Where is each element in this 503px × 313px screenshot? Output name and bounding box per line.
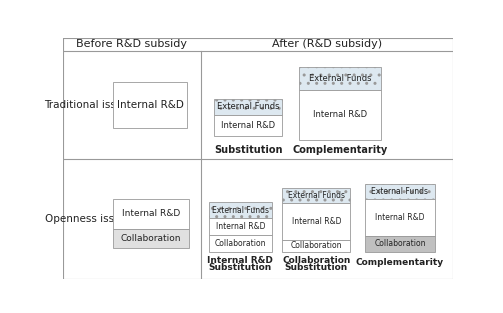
Bar [299, 67, 381, 90]
Bar [209, 218, 272, 235]
Text: Substitution: Substitution [285, 263, 348, 272]
Text: Internal R&D: Internal R&D [122, 209, 181, 218]
Text: Internal R&D: Internal R&D [313, 110, 367, 120]
Bar [299, 90, 381, 140]
Text: Before R&D subsidy: Before R&D subsidy [76, 39, 187, 49]
Bar [214, 99, 282, 115]
Text: External Funds: External Funds [372, 187, 429, 196]
Text: Internal R&D: Internal R&D [375, 213, 425, 222]
Bar [113, 199, 189, 228]
Text: Substitution: Substitution [214, 145, 282, 155]
Text: Internal R&D: Internal R&D [117, 100, 184, 110]
Text: Substitution: Substitution [209, 263, 272, 272]
Text: Internal R&D: Internal R&D [292, 217, 341, 226]
Bar [113, 82, 187, 128]
Bar [209, 235, 272, 252]
Bar [113, 228, 189, 248]
Text: After (R&D subsidy): After (R&D subsidy) [272, 39, 382, 49]
Bar [282, 188, 351, 203]
Bar [282, 203, 351, 240]
Text: Internal R&D: Internal R&D [216, 222, 265, 231]
Text: Collaboration: Collaboration [282, 256, 351, 265]
Bar [365, 184, 435, 199]
Text: External Funds: External Funds [288, 191, 345, 200]
Text: External Funds: External Funds [309, 74, 371, 83]
Bar [365, 199, 435, 236]
Bar [365, 236, 435, 252]
Bar [214, 115, 282, 136]
Text: Collaboration: Collaboration [215, 239, 266, 248]
Text: External Funds: External Funds [212, 206, 269, 214]
Text: Collaboration: Collaboration [374, 239, 426, 249]
Bar [282, 240, 351, 252]
Text: Internal R&D: Internal R&D [221, 121, 275, 130]
Text: Complementarity: Complementarity [292, 145, 388, 155]
Text: Collaboration: Collaboration [291, 241, 342, 250]
Text: External Funds: External Funds [217, 102, 279, 111]
Text: Collaboration: Collaboration [121, 233, 182, 243]
Text: Openness issue: Openness issue [45, 214, 127, 224]
Text: Complementarity: Complementarity [356, 258, 444, 267]
Bar [209, 202, 272, 218]
Text: Traditional issue: Traditional issue [44, 100, 129, 110]
Text: Internal R&D: Internal R&D [207, 256, 273, 265]
